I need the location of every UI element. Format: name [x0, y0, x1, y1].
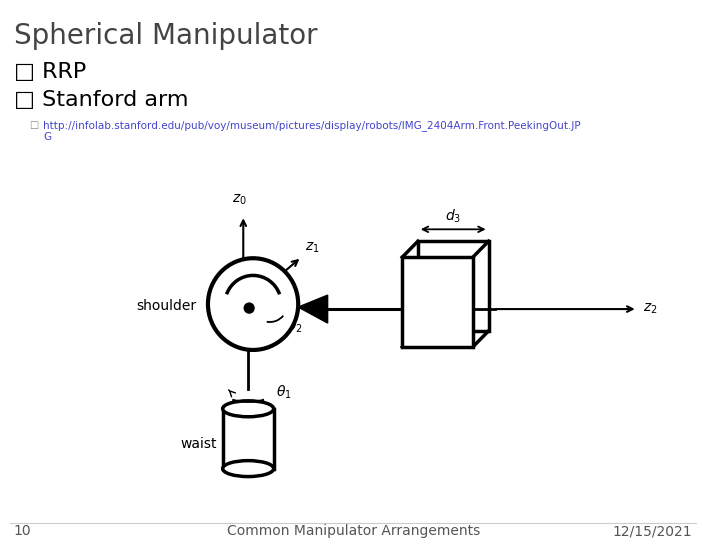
Text: http://infolab.stanford.edu/pub/voy/museum/pictures/display/robots/IMG_2404Arm.F: http://infolab.stanford.edu/pub/voy/muse…: [43, 120, 581, 131]
Circle shape: [208, 258, 298, 350]
Text: 12/15/2021: 12/15/2021: [613, 524, 693, 538]
Text: Common Manipulator Arrangements: Common Manipulator Arrangements: [227, 524, 480, 538]
Text: □: □: [30, 120, 39, 130]
Text: $z_1$: $z_1$: [305, 240, 320, 255]
Text: $\theta_1$: $\theta_1$: [276, 383, 292, 401]
Bar: [222, 409, 274, 469]
Ellipse shape: [222, 461, 274, 477]
Bar: [418, 241, 488, 331]
Text: G: G: [43, 132, 51, 141]
Text: waist: waist: [180, 437, 217, 451]
Text: $\theta_2$: $\theta_2$: [287, 318, 303, 335]
Text: $d_3$: $d_3$: [445, 208, 462, 225]
Text: $z_2$: $z_2$: [642, 302, 657, 316]
Text: 10: 10: [14, 524, 32, 538]
Polygon shape: [298, 295, 328, 323]
Text: □ RRP: □ RRP: [14, 62, 86, 82]
Ellipse shape: [222, 401, 274, 417]
Text: $z_0$: $z_0$: [232, 193, 247, 207]
Text: shoulder: shoulder: [136, 299, 196, 313]
Bar: [402, 257, 473, 347]
Circle shape: [244, 303, 254, 313]
Text: □ Stanford arm: □ Stanford arm: [14, 90, 188, 110]
Text: Spherical Manipulator: Spherical Manipulator: [14, 22, 318, 50]
